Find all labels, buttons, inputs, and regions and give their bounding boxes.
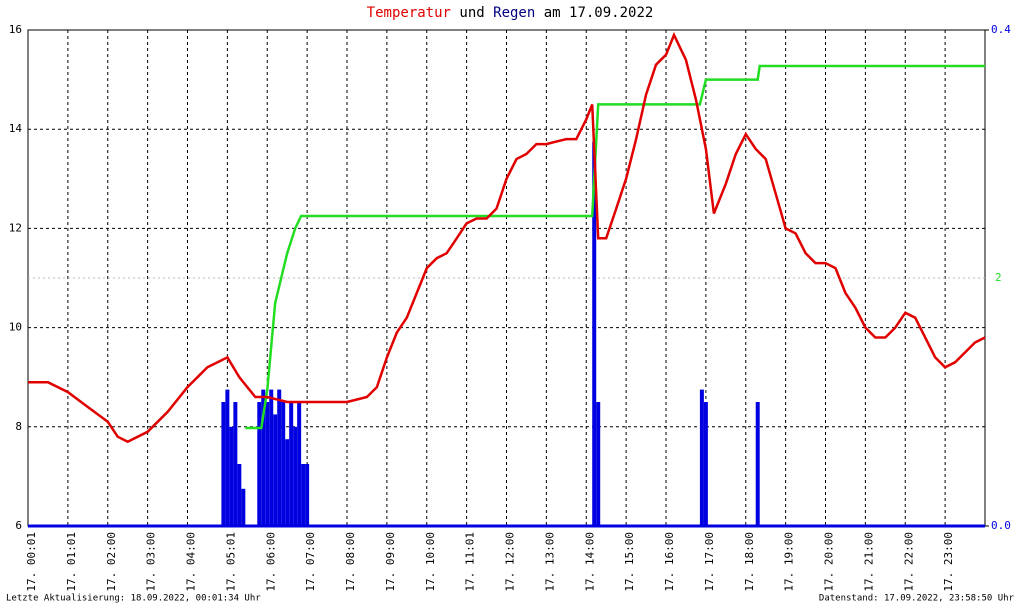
title-part: Regen (493, 5, 535, 21)
x-tick-label: 17. 02:00 (105, 532, 118, 592)
x-tick-label: 17. 12:00 (504, 532, 517, 592)
x-tick-label: 17. 04:00 (185, 532, 198, 592)
bar (297, 402, 302, 526)
chart-title: Temperatur und Regen am 17.09.2022 (367, 5, 654, 21)
title-part: Temperatur (367, 5, 451, 21)
bar (241, 488, 246, 526)
bar (281, 402, 286, 526)
x-tick-label: 17. 03:00 (145, 532, 158, 592)
bar (596, 402, 601, 526)
x-tick-label: 17. 20:00 (823, 532, 836, 592)
y-tick-label: 6 (15, 519, 22, 532)
bar (301, 464, 306, 526)
x-tick-label: 17. 05:01 (224, 532, 237, 592)
bar (265, 402, 270, 526)
x-tick-label: 17. 07:00 (304, 532, 317, 592)
x-tick-label: 17. 08:00 (344, 532, 357, 592)
x-tick-label: 17. 18:00 (743, 532, 756, 592)
bar (289, 402, 294, 526)
bar (305, 464, 310, 526)
x-tick-label: 17. 01:01 (65, 532, 78, 592)
x-tick-label: 17. 17:00 (703, 532, 716, 592)
bar (592, 141, 597, 526)
y-tick-label: 12 (9, 221, 22, 234)
y-tick-label: 8 (15, 420, 22, 433)
footer-left: Letzte Aktualisierung: 18.09.2022, 00:01… (6, 594, 261, 604)
x-tick-label: 17. 22:00 (902, 532, 915, 592)
bar (273, 414, 278, 526)
x-tick-label: 17. 23:00 (942, 532, 955, 592)
bar (221, 402, 226, 526)
y3-tick-label: 2 (995, 271, 1002, 284)
y2-tick-label: 0.0 (991, 519, 1011, 532)
x-tick-label: 17. 00:01 (25, 532, 38, 592)
bar (269, 389, 274, 526)
y-tick-label: 14 (9, 122, 23, 135)
bar (699, 389, 704, 526)
bar (237, 464, 242, 526)
x-tick-label: 17. 06:00 (264, 532, 277, 592)
y-tick-label: 10 (9, 321, 22, 334)
x-tick-label: 17. 21:00 (862, 532, 875, 592)
bar (261, 389, 266, 526)
footer-right: Datenstand: 17.09.2022, 23:58:50 Uhr (819, 594, 1015, 604)
x-tick-label: 17. 16:00 (663, 532, 676, 592)
bar (755, 402, 760, 526)
x-tick-label: 17. 11:01 (464, 532, 477, 592)
bar (293, 426, 298, 526)
x-tick-label: 17. 14:00 (583, 532, 596, 592)
bar (285, 439, 290, 526)
x-tick-label: 17. 15:00 (623, 532, 636, 592)
bar (229, 426, 234, 526)
x-tick-label: 17. 19:00 (783, 532, 796, 592)
bar (233, 402, 238, 526)
title-part: und (459, 5, 484, 21)
series-line (245, 64, 985, 430)
x-tick-label: 17. 09:00 (384, 532, 397, 592)
bar (277, 389, 282, 526)
bar (257, 402, 262, 526)
y-tick-label: 16 (9, 23, 22, 36)
bar (703, 402, 708, 526)
x-tick-label: 17. 10:00 (424, 532, 437, 592)
title-part: am 17.09.2022 (544, 5, 654, 21)
y2-tick-label: 0.4 (991, 23, 1011, 36)
bar (225, 389, 230, 526)
x-tick-label: 17. 13:00 (543, 532, 556, 592)
series-line (28, 31, 986, 444)
